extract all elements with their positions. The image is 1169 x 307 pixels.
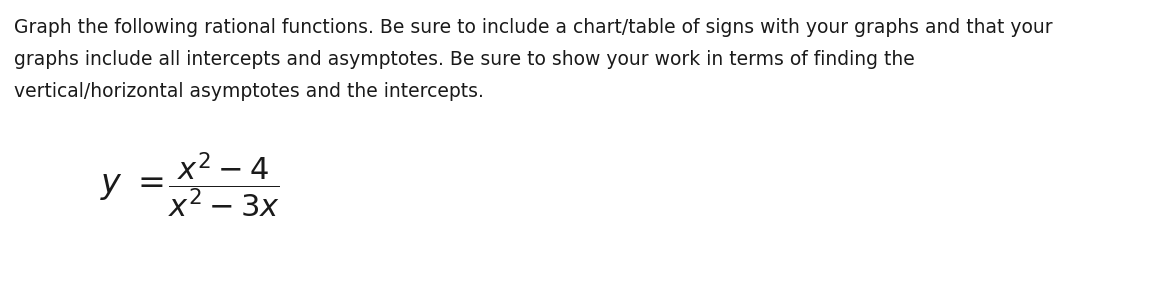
Text: $y\ =$: $y\ =$ (101, 169, 165, 201)
Text: vertical/horizontal asymptotes and the intercepts.: vertical/horizontal asymptotes and the i… (14, 82, 484, 101)
Text: graphs include all intercepts and asymptotes. Be sure to show your work in terms: graphs include all intercepts and asympt… (14, 50, 915, 69)
Text: $\dfrac{x^2-4}{x^2-3x}$: $\dfrac{x^2-4}{x^2-3x}$ (168, 150, 279, 220)
Text: Graph the following rational functions. Be sure to include a chart/table of sign: Graph the following rational functions. … (14, 18, 1052, 37)
